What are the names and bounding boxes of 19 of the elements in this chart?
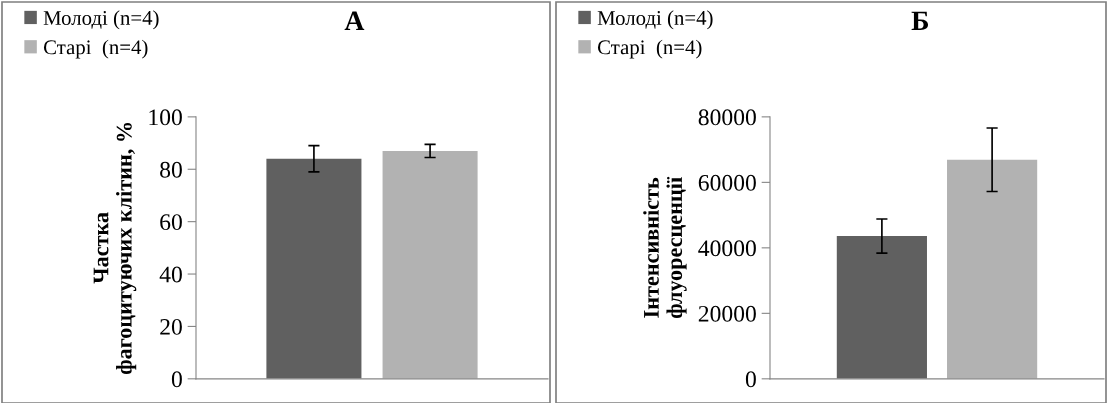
y-tick-label: 40 <box>159 266 182 283</box>
y-tick-label: 0 <box>171 371 182 388</box>
legend-label: Молоді (n=4) <box>597 10 713 30</box>
y-tick-label: 60000 <box>698 174 756 191</box>
chart-title: А <box>344 11 365 30</box>
y-tick-label: 60 <box>160 214 182 231</box>
y-axis-title: Інтенсивність флуоресценції <box>643 176 687 319</box>
y-tick-label: 40000 <box>698 240 756 257</box>
y-tick-label: 20 <box>160 318 182 335</box>
y-tick-label: 0 <box>745 371 756 388</box>
legend-label: Молоді (n=4) <box>43 10 159 30</box>
y-tick-label: 100 <box>149 109 182 126</box>
y-tick-label: 80 <box>160 161 182 178</box>
legend-label: Старі (n=4) <box>43 39 148 59</box>
chart-title: Б <box>911 11 929 30</box>
y-tick-label: 20000 <box>698 305 756 322</box>
legend-label: Старі (n=4) <box>597 39 702 59</box>
y-axis-title: Частка фагоцитуючих клітин, % <box>93 122 137 375</box>
y-tick-label: 80000 <box>698 109 756 126</box>
